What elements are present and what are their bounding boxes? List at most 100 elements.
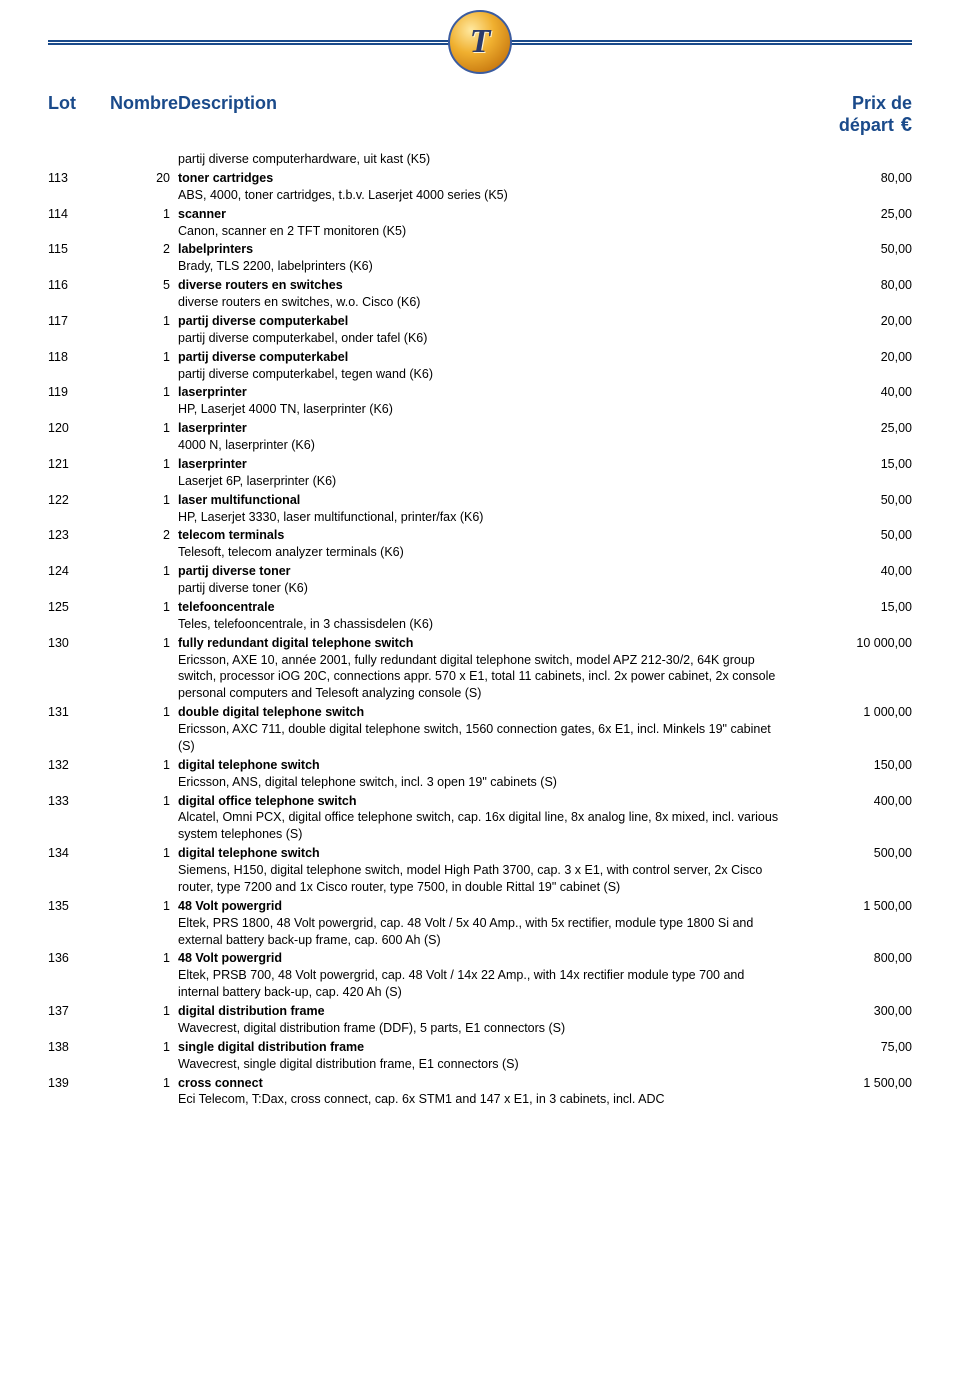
logo-letter: T [470, 23, 491, 61]
table-row: 1171partij diverse computerkabelpartij d… [48, 311, 912, 347]
lot-description: diverse routers en switchesdiverse route… [178, 277, 802, 311]
lot-title: toner cartridges [178, 171, 273, 185]
lot-description: digital telephone switch Ericsson, ANS, d… [178, 757, 802, 791]
lot-price: 75,00 [802, 1039, 912, 1056]
lot-price: 80,00 [802, 170, 912, 187]
table-row: 135148 Volt powergridEltek, PRS 1800, 48… [48, 896, 912, 949]
lot-description: laser multifunctionalHP, Laserjet 3330, … [178, 492, 802, 526]
table-row: 1311double digital telephone switchErics… [48, 702, 912, 755]
table-row: 1211laserprinterLaserjet 6P, laserprinte… [48, 454, 912, 490]
lot-number: 119 [48, 384, 110, 401]
table-row: 136148 Volt powergridEltek, PRSB 700, 48… [48, 948, 912, 1001]
lot-title: cross connect [178, 1076, 263, 1090]
lot-price: 1 000,00 [802, 704, 912, 721]
lot-description: partij diverse computerkabel partij diver… [178, 313, 802, 347]
lot-price: 20,00 [802, 349, 912, 366]
spacer [110, 151, 178, 168]
lot-title: double digital telephone switch [178, 705, 364, 719]
lot-quantity: 1 [110, 1039, 178, 1056]
lot-number: 136 [48, 950, 110, 967]
lot-description: fully redundant digital telephone switch… [178, 635, 802, 703]
lot-title: telefooncentrale [178, 600, 275, 614]
lot-quantity: 1 [110, 950, 178, 967]
header-lot: Lot [48, 93, 110, 114]
lot-subtitle: partij diverse toner (K6) [178, 580, 786, 597]
lot-price: 10 000,00 [802, 635, 912, 652]
lot-subtitle: Alcatel, Omni PCX, digital office teleph… [178, 809, 786, 843]
lot-number: 113 [48, 170, 110, 187]
lot-number: 139 [48, 1075, 110, 1092]
table-row: 1152labelprintersBrady, TLS 2200, labelp… [48, 239, 912, 275]
lot-subtitle: Wavecrest, single digital distribution f… [178, 1056, 786, 1073]
lot-subtitle: partij diverse computerkabel, onder tafe… [178, 330, 786, 347]
lot-subtitle: Eltek, PRSB 700, 48 Volt powergrid, cap.… [178, 967, 786, 1001]
lot-subtitle: HP, Laserjet 3330, laser multifunctional… [178, 509, 786, 526]
lot-number: 134 [48, 845, 110, 862]
table-row: 1381single digital distribution frameWav… [48, 1037, 912, 1073]
lot-description: laserprinterHP, Laserjet 4000 TN, laserp… [178, 384, 802, 418]
lot-description: laserprinter 4000 N, laserprinter (K6) [178, 420, 802, 454]
lot-quantity: 1 [110, 349, 178, 366]
lot-title: partij diverse toner [178, 564, 291, 578]
lot-number: 130 [48, 635, 110, 652]
lot-subtitle: Siemens, H150, digital telephone switch,… [178, 862, 786, 896]
logo: T [448, 10, 512, 74]
lot-number: 117 [48, 313, 110, 330]
lot-quantity: 2 [110, 241, 178, 258]
table-row: 11320toner cartridges ABS, 4000, toner ca… [48, 168, 912, 204]
lot-quantity: 1 [110, 492, 178, 509]
lot-description: double digital telephone switchEricsson,… [178, 704, 802, 755]
lot-subtitle: Wavecrest, digital distribution frame (D… [178, 1020, 786, 1037]
lot-number: 116 [48, 277, 110, 294]
lot-number: 123 [48, 527, 110, 544]
column-headers: Lot Nombre Description Prix de départ € [48, 93, 912, 137]
table-row: 1191laserprinterHP, Laserjet 4000 TN, la… [48, 382, 912, 418]
lot-subtitle: Ericsson, ANS, digital telephone switch,… [178, 774, 786, 791]
lot-quantity: 1 [110, 420, 178, 437]
lot-price: 25,00 [802, 420, 912, 437]
lot-subtitle: Teles, telefooncentrale, in 3 chassisdel… [178, 616, 786, 633]
lot-number: 121 [48, 456, 110, 473]
previous-lot-subtitle: partij diverse computerhardware, uit kas… [178, 151, 802, 168]
lot-description: partij diverse toner partij diverse toner… [178, 563, 802, 597]
lot-number: 137 [48, 1003, 110, 1020]
table-row: 1141scannerCanon, scanner en 2 TFT monit… [48, 204, 912, 240]
lot-description: digital telephone switchSiemens, H150, d… [178, 845, 802, 896]
lot-description: telecom terminalsTelesoft, telecom analy… [178, 527, 802, 561]
lot-title: partij diverse computerkabel [178, 314, 348, 328]
lot-quantity: 20 [110, 170, 178, 187]
lot-title: single digital distribution frame [178, 1040, 364, 1054]
lot-number: 118 [48, 349, 110, 366]
lot-title: digital telephone switch [178, 758, 320, 772]
lot-quantity: 1 [110, 898, 178, 915]
lot-title: laserprinter [178, 421, 247, 435]
lot-description: labelprintersBrady, TLS 2200, labelprint… [178, 241, 802, 275]
lot-quantity: 1 [110, 313, 178, 330]
lot-description: scannerCanon, scanner en 2 TFT monitoren… [178, 206, 802, 240]
lot-subtitle: ABS, 4000, toner cartridges, t.b.v. Lase… [178, 187, 786, 204]
lot-quantity: 1 [110, 1003, 178, 1020]
lot-number: 132 [48, 757, 110, 774]
lot-price: 50,00 [802, 241, 912, 258]
lot-quantity: 1 [110, 599, 178, 616]
table-row: 1232telecom terminalsTelesoft, telecom a… [48, 525, 912, 561]
lot-quantity: 1 [110, 456, 178, 473]
spacer [48, 151, 110, 168]
lot-price: 50,00 [802, 527, 912, 544]
lot-subtitle: Ericsson, AXE 10, année 2001, fully redu… [178, 652, 786, 703]
lot-description: telefooncentrale Teles, telefooncentrale,… [178, 599, 802, 633]
lot-number: 120 [48, 420, 110, 437]
lot-quantity: 1 [110, 635, 178, 652]
table-row: 1221laser multifunctionalHP, Laserjet 33… [48, 490, 912, 526]
lot-price: 15,00 [802, 599, 912, 616]
lot-subtitle: 4000 N, laserprinter (K6) [178, 437, 786, 454]
lot-description: 48 Volt powergridEltek, PRSB 700, 48 Vol… [178, 950, 802, 1001]
lot-quantity: 1 [110, 206, 178, 223]
header-rule: T [48, 40, 912, 45]
lot-title: laserprinter [178, 385, 247, 399]
lot-title: partij diverse computerkabel [178, 350, 348, 364]
lot-subtitle: diverse routers en switches, w.o. Cisco … [178, 294, 786, 311]
lot-number: 133 [48, 793, 110, 810]
currency-symbol: € [901, 114, 912, 136]
lot-price: 500,00 [802, 845, 912, 862]
